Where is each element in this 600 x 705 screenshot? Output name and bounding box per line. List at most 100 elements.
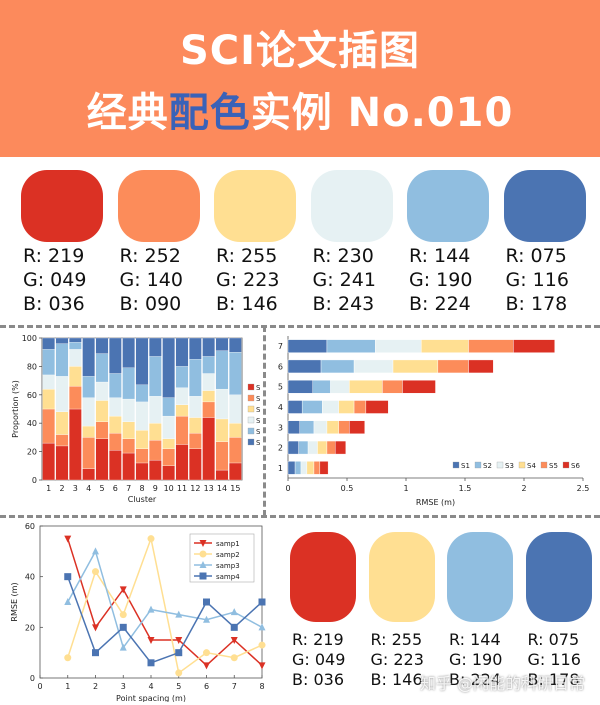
data-point: [64, 598, 72, 605]
bar-segment: [298, 440, 309, 455]
bar-segment: [122, 452, 135, 481]
bar-segment: [42, 442, 55, 481]
x-tick-label: 1.5: [459, 484, 472, 493]
x-tick-label: 3: [73, 484, 78, 493]
rgb-g: G: 223: [216, 269, 280, 291]
x-tick-label: 2: [521, 484, 526, 493]
data-point: [147, 659, 155, 667]
color-swatch: [525, 532, 592, 622]
legend-label: S6: [256, 439, 260, 447]
y-tick-label: 40: [25, 573, 35, 582]
legend-label: samp2: [216, 551, 240, 559]
x-tick-label: 3: [121, 682, 126, 691]
x-tick-label: 13: [204, 484, 214, 493]
rgb-values: R: 252 G: 140 B: 090: [120, 244, 183, 316]
bar-segment: [109, 432, 122, 451]
data-point: [175, 649, 183, 657]
bar-segment: [229, 337, 242, 353]
rgb-b: B: 036: [292, 670, 344, 689]
bar-segment: [82, 397, 95, 427]
watermark: 知乎 @闲能的科研日常: [420, 674, 586, 693]
x-tick-label: 0: [285, 484, 290, 493]
x-tick-label: 12: [190, 484, 200, 493]
bar-segment: [215, 337, 229, 351]
bar-segment: [313, 420, 328, 434]
y-tick-label: 6: [278, 362, 283, 371]
bar-segment: [55, 445, 69, 481]
legend-label: S6: [571, 462, 580, 470]
x-tick-label: 1: [65, 682, 70, 691]
rgb-r: R: 075: [505, 245, 567, 267]
data-point: [199, 572, 207, 580]
rgb-r: R: 219: [292, 630, 344, 649]
x-tick-label: 8: [139, 484, 144, 493]
color-swatch: [368, 532, 435, 622]
header-banner: SCI论文插图 经典配色实例 No.010: [0, 0, 600, 157]
rgb-values: R: 255 G: 223 B: 146: [371, 630, 424, 690]
data-point: [175, 610, 183, 618]
x-tick-label: 5: [99, 484, 104, 493]
y-tick-label: 20: [27, 448, 37, 457]
bar-segment: [326, 339, 376, 353]
bar-segment: [95, 421, 109, 439]
bar-segment: [109, 415, 122, 434]
y-axis-label: Proportion (%): [11, 380, 20, 438]
rgb-b: B: 178: [505, 293, 568, 315]
rgb-b: B: 036: [23, 293, 85, 315]
bar-segment: [294, 461, 302, 475]
x-tick-label: 1: [403, 484, 408, 493]
bar-segment: [392, 359, 439, 374]
bar-segment: [229, 394, 242, 424]
bar-segment: [365, 400, 389, 414]
data-point: [230, 623, 238, 631]
rgb-values: R: 075 G: 116 B: 178: [528, 630, 581, 690]
data-point: [92, 624, 99, 632]
x-tick-label: 9: [153, 484, 158, 493]
y-tick-label: 5: [278, 383, 283, 392]
bar-segment: [122, 367, 135, 400]
data-point: [147, 605, 155, 613]
bar-segment: [215, 350, 229, 390]
bar-segment: [55, 434, 69, 447]
color-swatch: [503, 170, 586, 242]
bar-segment: [95, 400, 109, 422]
legend-swatch: [247, 383, 255, 391]
x-tick-label: 5: [176, 682, 181, 691]
bar-segment: [122, 438, 135, 454]
rgb-b: B: 243: [312, 293, 375, 315]
rgb-r: R: 219: [23, 245, 85, 267]
bar-segment: [162, 465, 175, 481]
x-tick-label: 2.5: [577, 484, 590, 493]
y-tick-label: 100: [22, 334, 37, 343]
bar-segment: [287, 461, 296, 475]
rgb-g: G: 190: [449, 650, 503, 669]
x-tick-label: 2: [93, 682, 98, 691]
bar-segment: [300, 461, 308, 475]
bar-segment: [122, 421, 135, 439]
bar-segment: [162, 397, 175, 417]
bar-segment: [135, 401, 149, 431]
rgb-values: R: 219 G: 049 B: 036: [23, 244, 86, 316]
x-tick-label: 4: [148, 682, 153, 691]
legend-label: S3: [505, 462, 514, 470]
rgb-r: R: 252: [119, 245, 181, 267]
color-swatch: [214, 170, 296, 242]
rgb-values: R: 219 G: 049 B: 036: [292, 630, 345, 690]
legend-label: S1: [256, 384, 260, 392]
bar-segment: [69, 349, 82, 367]
data-point: [175, 669, 183, 677]
data-point: [258, 662, 266, 670]
bar-segment: [189, 337, 202, 360]
x-tick-label: 10: [164, 484, 174, 493]
bar-segment: [162, 438, 175, 449]
bar-segment: [42, 388, 55, 410]
bar-segment: [312, 380, 331, 394]
bar-segment: [202, 401, 215, 418]
rgb-r: R: 230: [312, 245, 374, 267]
bar-segment: [175, 387, 189, 405]
series-line: [67, 549, 263, 650]
legend-swatch: [496, 461, 504, 469]
subtitle-highlight: 配色: [168, 90, 251, 136]
page-subtitle: 经典配色实例 No.010: [0, 80, 600, 138]
